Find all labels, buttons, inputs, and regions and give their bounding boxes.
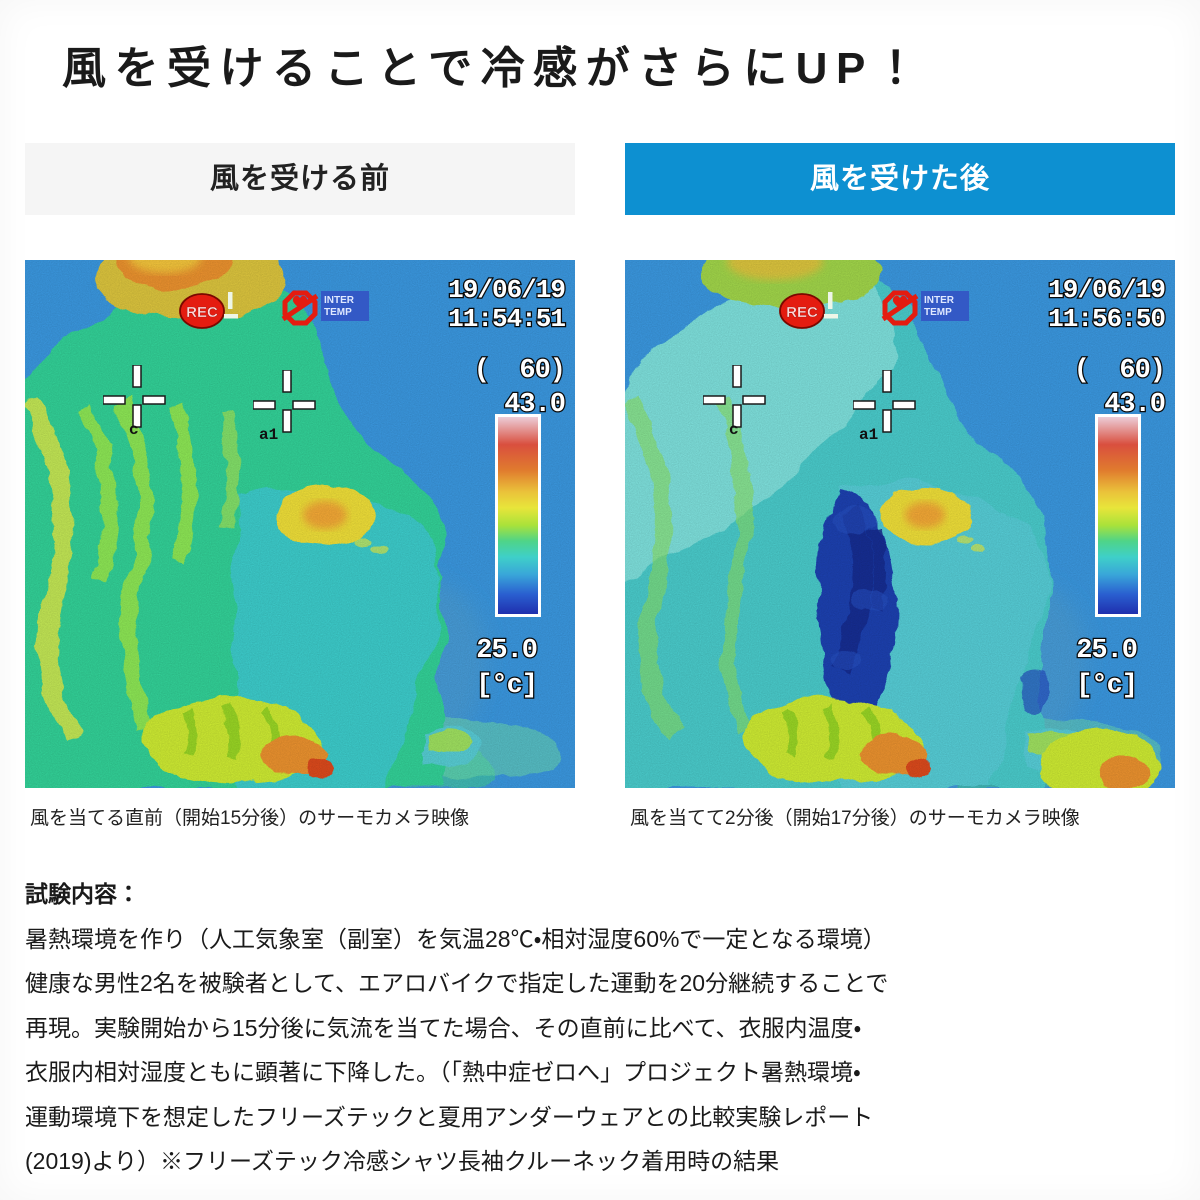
svg-text:TEMP: TEMP (924, 307, 952, 318)
svg-text:INTER: INTER (324, 295, 355, 306)
svg-text:INTER: INTER (924, 295, 955, 306)
svg-text:REC: REC (186, 304, 218, 321)
svg-text:TEMP: TEMP (324, 307, 352, 318)
svg-text:REC: REC (786, 304, 818, 321)
